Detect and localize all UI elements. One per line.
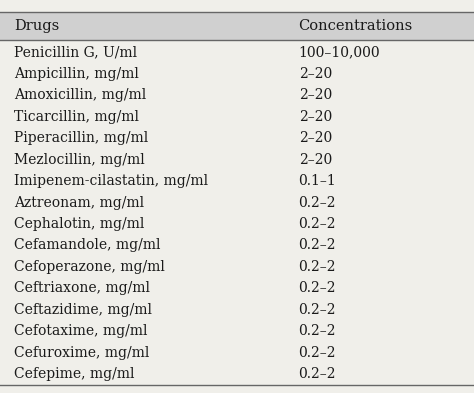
Text: Ceftriaxone, mg/ml: Ceftriaxone, mg/ml [14,281,150,295]
Text: 2–20: 2–20 [299,131,332,145]
Text: 0.2–2: 0.2–2 [299,345,336,360]
Text: Cefotaxime, mg/ml: Cefotaxime, mg/ml [14,324,148,338]
Text: 0.2–2: 0.2–2 [299,281,336,295]
Text: Cephalotin, mg/ml: Cephalotin, mg/ml [14,217,145,231]
Text: Aztreonam, mg/ml: Aztreonam, mg/ml [14,196,145,209]
Text: Ampicillin, mg/ml: Ampicillin, mg/ml [14,67,139,81]
Text: Cefoperazone, mg/ml: Cefoperazone, mg/ml [14,260,165,274]
Text: Imipenem-cilastatin, mg/ml: Imipenem-cilastatin, mg/ml [14,174,209,188]
Text: 0.2–2: 0.2–2 [299,239,336,252]
Text: 0.2–2: 0.2–2 [299,217,336,231]
Text: Drugs: Drugs [14,19,59,33]
Text: 0.1–1: 0.1–1 [299,174,337,188]
Text: Cefamandole, mg/ml: Cefamandole, mg/ml [14,239,161,252]
Text: Ticarcillin, mg/ml: Ticarcillin, mg/ml [14,110,139,124]
Text: Ceftazidime, mg/ml: Ceftazidime, mg/ml [14,303,152,317]
Text: 0.2–2: 0.2–2 [299,367,336,381]
Bar [0,12,474,40]
Text: Mezlocillin, mg/ml: Mezlocillin, mg/ml [14,153,145,167]
Text: Concentrations: Concentrations [299,19,413,33]
Text: Cefepime, mg/ml: Cefepime, mg/ml [14,367,135,381]
Text: 2–20: 2–20 [299,110,332,124]
Text: 0.2–2: 0.2–2 [299,324,336,338]
Text: 0.2–2: 0.2–2 [299,196,336,209]
Text: Penicillin G, U/ml: Penicillin G, U/ml [14,46,137,59]
Text: 2–20: 2–20 [299,153,332,167]
Text: Cefuroxime, mg/ml: Cefuroxime, mg/ml [14,345,150,360]
Text: Amoxicillin, mg/ml: Amoxicillin, mg/ml [14,88,146,103]
Text: 2–20: 2–20 [299,67,332,81]
Text: 0.2–2: 0.2–2 [299,260,336,274]
Text: 100–10,000: 100–10,000 [299,46,380,59]
Text: 0.2–2: 0.2–2 [299,303,336,317]
Text: Piperacillin, mg/ml: Piperacillin, mg/ml [14,131,148,145]
Text: 2–20: 2–20 [299,88,332,103]
